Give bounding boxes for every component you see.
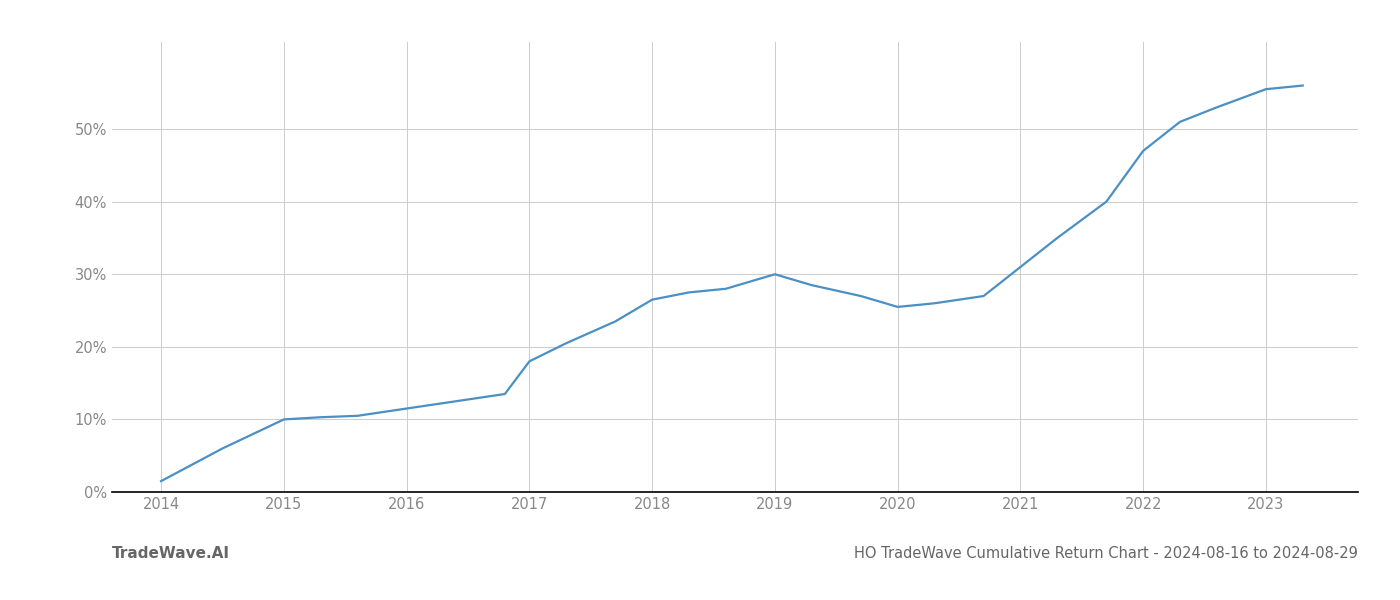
Text: TradeWave.AI: TradeWave.AI — [112, 546, 230, 561]
Text: HO TradeWave Cumulative Return Chart - 2024-08-16 to 2024-08-29: HO TradeWave Cumulative Return Chart - 2… — [854, 546, 1358, 561]
